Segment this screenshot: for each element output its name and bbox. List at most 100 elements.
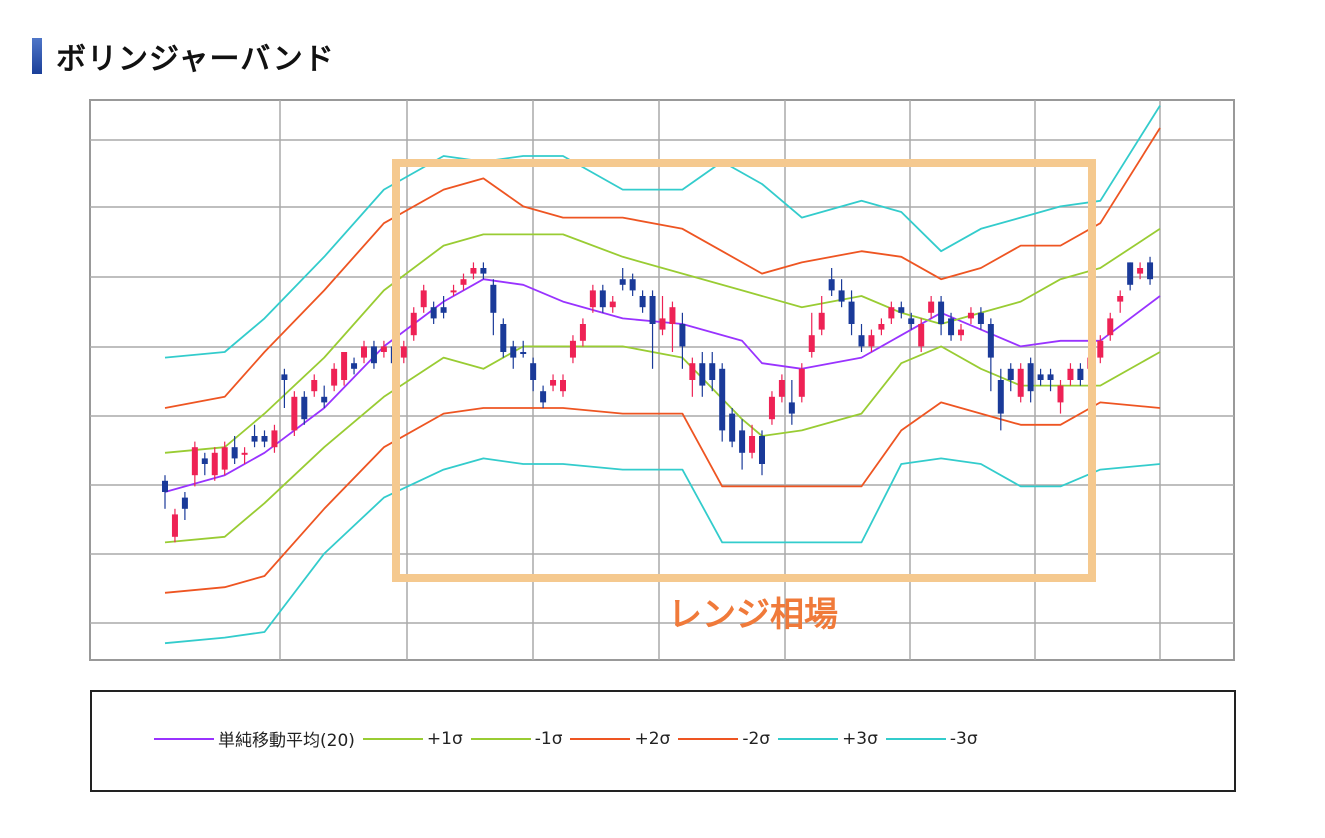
candle-body <box>1057 385 1064 403</box>
candle-body <box>540 391 547 403</box>
candlestick <box>171 508 178 543</box>
candle-body <box>888 307 895 319</box>
candlestick <box>609 296 616 313</box>
candle-body <box>380 346 387 352</box>
candlesticks <box>162 256 1154 543</box>
candlestick <box>997 368 1004 431</box>
legend-item: -2σ <box>678 729 770 749</box>
candle-body <box>1097 340 1104 358</box>
candle-body <box>321 396 328 403</box>
candlestick <box>788 380 795 425</box>
legend-swatch <box>678 737 739 740</box>
legend-item: +2σ <box>570 729 670 749</box>
candlestick <box>838 279 845 308</box>
candlestick <box>460 273 467 291</box>
legend-item: +1σ <box>362 728 463 749</box>
candlestick <box>729 408 736 448</box>
legend-item: 単純移動平均(20) <box>154 726 355 751</box>
candle-body <box>739 430 746 453</box>
candle-body <box>679 324 686 347</box>
candle-body <box>838 290 845 302</box>
candlestick <box>490 279 497 336</box>
candlestick <box>858 324 865 352</box>
candlestick <box>759 430 765 476</box>
candlestick <box>420 284 427 313</box>
candlestick <box>480 262 487 280</box>
candlestick <box>928 296 935 319</box>
candlestick <box>938 296 945 336</box>
candlestick <box>1127 262 1134 291</box>
candle-body <box>311 380 318 392</box>
candle-body <box>938 301 945 324</box>
candle-body <box>908 318 915 324</box>
candle-body <box>898 307 905 313</box>
candlestick <box>201 452 208 476</box>
range-annotation-label: レンジ相場 <box>668 595 838 635</box>
candlestick <box>221 441 228 476</box>
candle-body <box>669 307 676 324</box>
candlestick <box>241 447 248 464</box>
candle-body <box>560 380 566 392</box>
candlestick <box>540 385 547 408</box>
series-line-minus3sigma <box>164 457 1161 645</box>
candle-body <box>788 402 795 414</box>
candlestick <box>1017 363 1024 403</box>
candle-body <box>370 346 377 364</box>
legend-swatch <box>470 737 531 740</box>
candle-body <box>808 335 815 352</box>
candle-body <box>550 380 557 386</box>
candlestick <box>619 268 626 291</box>
candle-body <box>520 352 527 354</box>
legend-swatch <box>362 737 423 740</box>
candlestick <box>987 318 994 392</box>
series-line-plus3sigma <box>164 105 1161 359</box>
candle-body <box>460 279 467 285</box>
candlestick <box>331 363 338 392</box>
candle-body <box>977 312 984 324</box>
legend-label: +1σ <box>426 728 463 749</box>
candlestick <box>251 424 258 448</box>
candlestick <box>599 284 606 313</box>
candlestick <box>659 296 666 336</box>
candle-body <box>162 480 168 492</box>
candlestick <box>1027 357 1034 403</box>
candle-body <box>490 284 497 313</box>
candlestick <box>361 340 367 364</box>
candle-body <box>609 301 616 308</box>
candle-body <box>191 447 198 476</box>
candlestick <box>1147 256 1154 285</box>
candlestick <box>699 352 706 397</box>
candle-body <box>211 452 218 476</box>
candlestick <box>400 340 407 364</box>
candlestick <box>679 312 686 369</box>
candlestick <box>749 424 756 459</box>
candle-body <box>948 318 955 336</box>
legend-label: -2σ <box>742 728 771 749</box>
candle-body <box>510 346 517 358</box>
candle-body <box>181 497 188 509</box>
candle-body <box>659 318 666 330</box>
legend-swatch <box>778 737 839 740</box>
candle-body <box>271 430 278 448</box>
legend-label: -1σ <box>534 728 563 749</box>
candlestick <box>162 475 168 509</box>
candlestick <box>569 335 576 364</box>
candle-body <box>1127 262 1134 285</box>
candlestick <box>1117 290 1124 313</box>
candle-body <box>410 312 417 336</box>
candle-body <box>430 307 437 319</box>
candlestick <box>719 363 726 442</box>
legend-label: +2σ <box>634 728 671 749</box>
candlestick <box>191 441 198 487</box>
candlestick <box>948 312 955 341</box>
candlestick <box>211 447 218 481</box>
candle-body <box>261 436 268 442</box>
candle-body <box>1107 318 1114 336</box>
candle-body <box>450 290 457 293</box>
legend-label: +3σ <box>842 728 878 749</box>
candlestick <box>958 324 964 341</box>
candle-body <box>729 413 736 442</box>
candlestick <box>977 307 984 330</box>
candlestick <box>520 340 527 358</box>
candlestick <box>878 318 885 336</box>
